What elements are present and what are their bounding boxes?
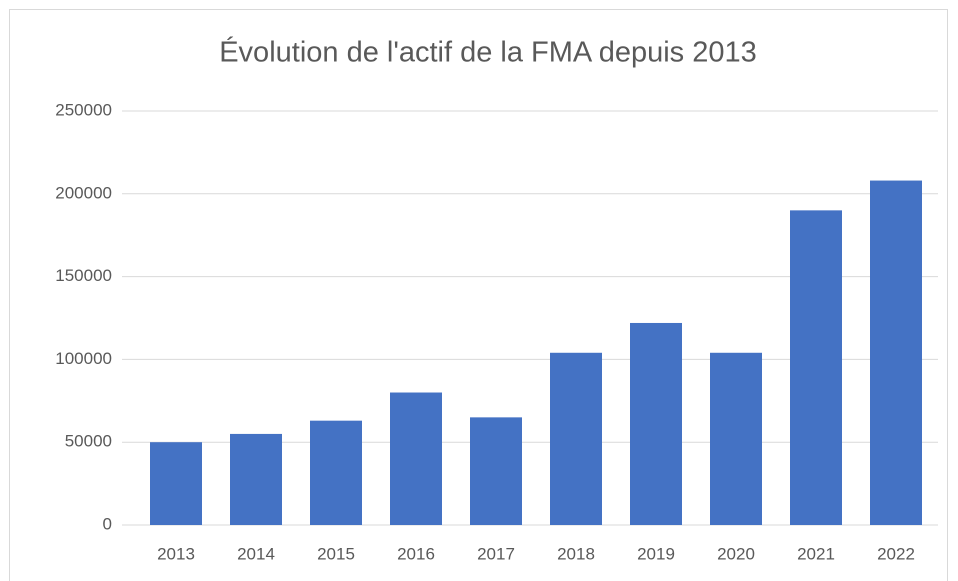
x-tick-label: 2022 [877,544,915,563]
y-tick-label: 200000 [55,183,112,202]
x-tick-label: 2021 [797,544,835,563]
x-tick-label: 2018 [557,544,595,563]
x-tick-label: 2016 [397,544,435,563]
x-tick-label: 2014 [237,544,275,563]
y-tick-label: 150000 [55,266,112,285]
bar [230,433,282,525]
y-tick-label: 0 [103,514,112,533]
bar [390,392,442,525]
y-tick-label: 250000 [55,100,112,119]
bar [710,352,762,525]
bar [630,322,682,525]
bar [550,352,602,525]
bar [870,180,922,525]
bar [150,442,202,525]
x-tick-label: 2017 [477,544,515,563]
x-tick-label: 2019 [637,544,675,563]
bar [790,210,842,526]
x-tick-label: 2020 [717,544,755,563]
y-tick-label: 50000 [65,432,112,451]
x-tick-label: 2013 [157,544,195,563]
bar [310,420,362,525]
y-tick-label: 100000 [55,349,112,368]
chart-title: Évolution de l'actif de la FMA depuis 20… [219,36,757,69]
bar [470,417,522,525]
x-tick-label: 2015 [317,544,355,563]
